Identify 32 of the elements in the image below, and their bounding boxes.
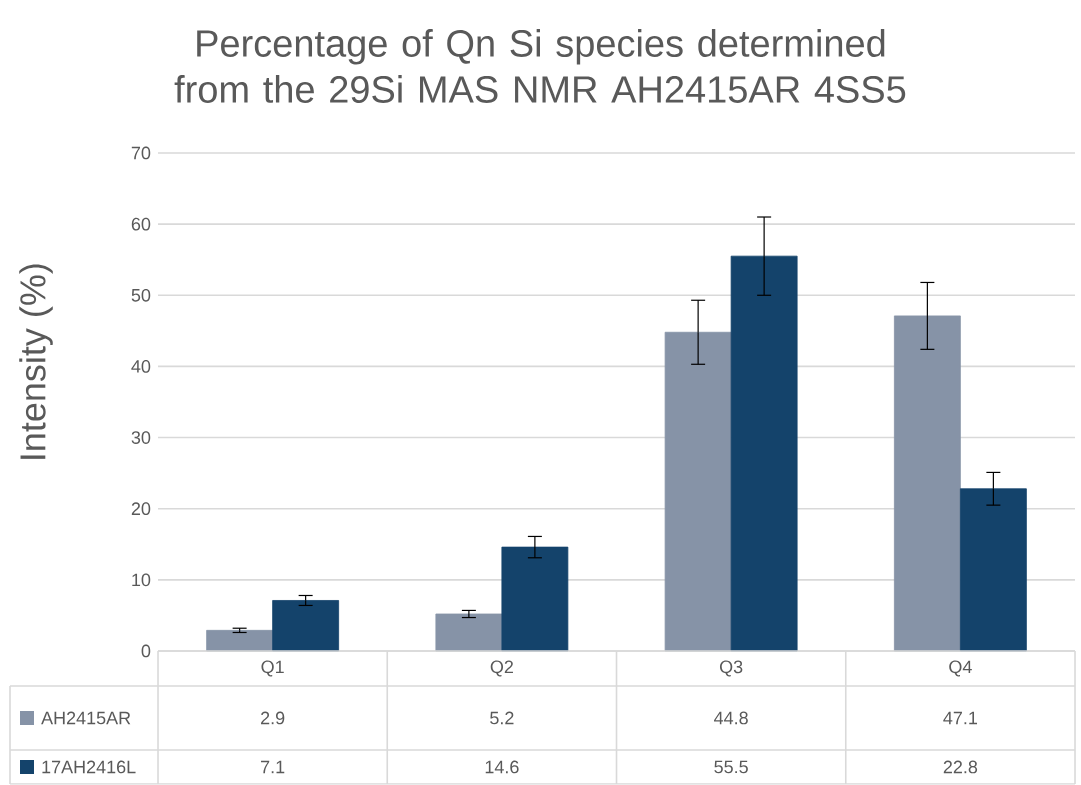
data-label: 22.8 [943,760,978,774]
y-tick-label: 40 [131,360,151,373]
bar [272,600,340,652]
legend-label: AH2415AR [41,711,131,725]
y-tick-label: 70 [131,146,151,160]
x-tick-label: Q1 [261,660,284,677]
chart-title: Percentage of Qn Si species determined from the 29Si MAS NMR AH2415AR 4SS5 [174,29,906,104]
bar [893,315,961,652]
y-tick-label: 60 [131,217,151,231]
bar [664,331,732,652]
x-tick-label: Q2 [490,660,513,677]
bar [959,488,1027,652]
y-tick-label: 50 [131,289,151,302]
y-axis-title: Intensity (%) [19,264,53,459]
bar [501,546,569,652]
legend-label: 17AH2416L [42,760,136,774]
x-tick-label: Q3 [719,660,743,677]
x-tick-label: Q4 [949,660,972,677]
y-tick-label: 0 [141,644,151,658]
data-label: 5.2 [490,711,514,725]
data-label: 14.6 [485,760,519,774]
data-label: 47.1 [943,711,978,725]
y-tick-label: 20 [131,502,151,516]
y-tick-label: 10 [132,573,151,587]
bar [206,630,274,652]
bar [435,613,503,652]
data-label: 55.5 [714,760,748,774]
bar [730,255,798,652]
y-tick-label: 30 [131,431,151,445]
data-label: 44.8 [714,711,748,725]
data-label: 2.9 [261,711,285,725]
data-label: 7.1 [261,760,285,774]
